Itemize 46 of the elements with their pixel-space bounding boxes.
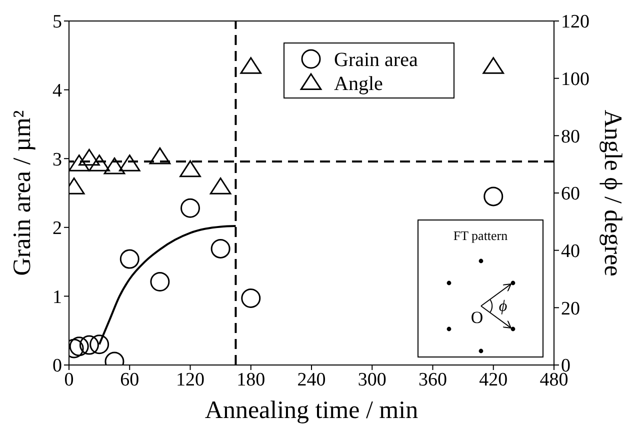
point [69,336,89,356]
y2-tick-label: 20 [561,298,580,320]
point [118,154,140,172]
y2-tick-label: 80 [561,126,580,148]
y2-tick-label: 120 [561,12,590,33]
y2-axis-title: Angle ϕ / degree [599,110,626,276]
x-tick-label: 60 [120,369,140,390]
point [88,154,110,172]
annotation: ϕ [498,298,508,315]
y-tick-label: 0 [52,356,62,377]
point [104,157,126,174]
x-tick-label: 180 [236,369,266,390]
point [180,160,201,178]
point [90,334,110,354]
y2-tick-label: 100 [561,69,590,90]
point [120,249,140,269]
y-tick-label: 3 [52,149,62,170]
legend-label: Angle [334,73,383,95]
y-tick-label: 4 [52,80,62,102]
point [240,57,262,74]
y2-tick-label: 40 [561,241,580,262]
x-tick-label: 240 [297,369,326,390]
point [482,57,504,74]
point [180,198,200,218]
point [484,186,504,206]
annotation: FT pattern [453,228,508,243]
point [149,147,171,164]
annotation: O [470,308,484,327]
point [210,238,230,258]
y-axis-title: Grain area / µm² [9,110,36,276]
y-tick-label: 1 [52,286,62,308]
x-tick-label: 420 [479,369,508,390]
y-tick-label: 5 [52,12,62,33]
point [150,272,170,292]
y2-tick-label: 60 [561,184,580,205]
point [210,178,232,194]
x-axis-title: Annealing time / min [204,397,419,424]
point [78,148,100,166]
y-tick-label: 2 [52,218,62,240]
x-tick-label: 300 [358,369,386,390]
x-tick-label: 120 [176,369,204,390]
point [69,154,90,172]
point [241,288,261,308]
x-tick-label: 360 [418,369,447,390]
point [79,335,99,355]
legend-label: Grain area [334,49,418,71]
